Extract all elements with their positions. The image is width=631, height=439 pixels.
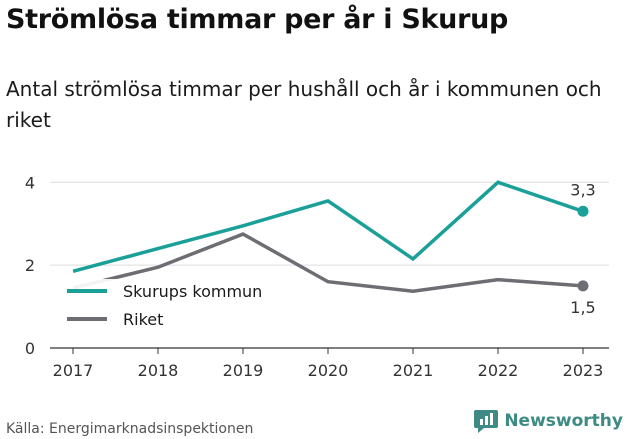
y-tick-label: 2 — [25, 256, 35, 275]
y-tick-label: 0 — [25, 339, 35, 358]
data-label: 3,3 — [570, 180, 595, 199]
chart-subtitle: Antal strömlösa timmar per hushåll och å… — [6, 77, 602, 132]
legend-label: Skurups kommun — [123, 282, 262, 301]
series-end-point — [577, 205, 589, 217]
x-tick-label: 2021 — [393, 361, 434, 380]
source-note: Källa: Energimarknadsinspektionen — [6, 421, 254, 437]
x-tick-label: 2018 — [138, 361, 179, 380]
series-line-skurup — [72, 180, 584, 274]
x-tick-label: 2022 — [478, 361, 519, 380]
brand-name: Newsworthy — [504, 411, 623, 431]
series-line-riket — [72, 232, 584, 294]
y-tick-label: 4 — [25, 173, 35, 192]
legend-label: Riket — [123, 310, 163, 329]
data-label: 1,5 — [570, 298, 595, 317]
x-tick-label: 2020 — [308, 361, 349, 380]
series-end-point — [577, 280, 589, 292]
x-tick-label: 2019 — [223, 361, 264, 380]
x-tick-label: 2023 — [563, 361, 604, 380]
x-tick-label: 2017 — [53, 361, 94, 380]
newsworthy-icon — [474, 410, 499, 433]
newsworthy-logo: Newsworthy — [473, 408, 623, 434]
chart-title: Strömlösa timmar per år i Skurup — [6, 4, 509, 35]
